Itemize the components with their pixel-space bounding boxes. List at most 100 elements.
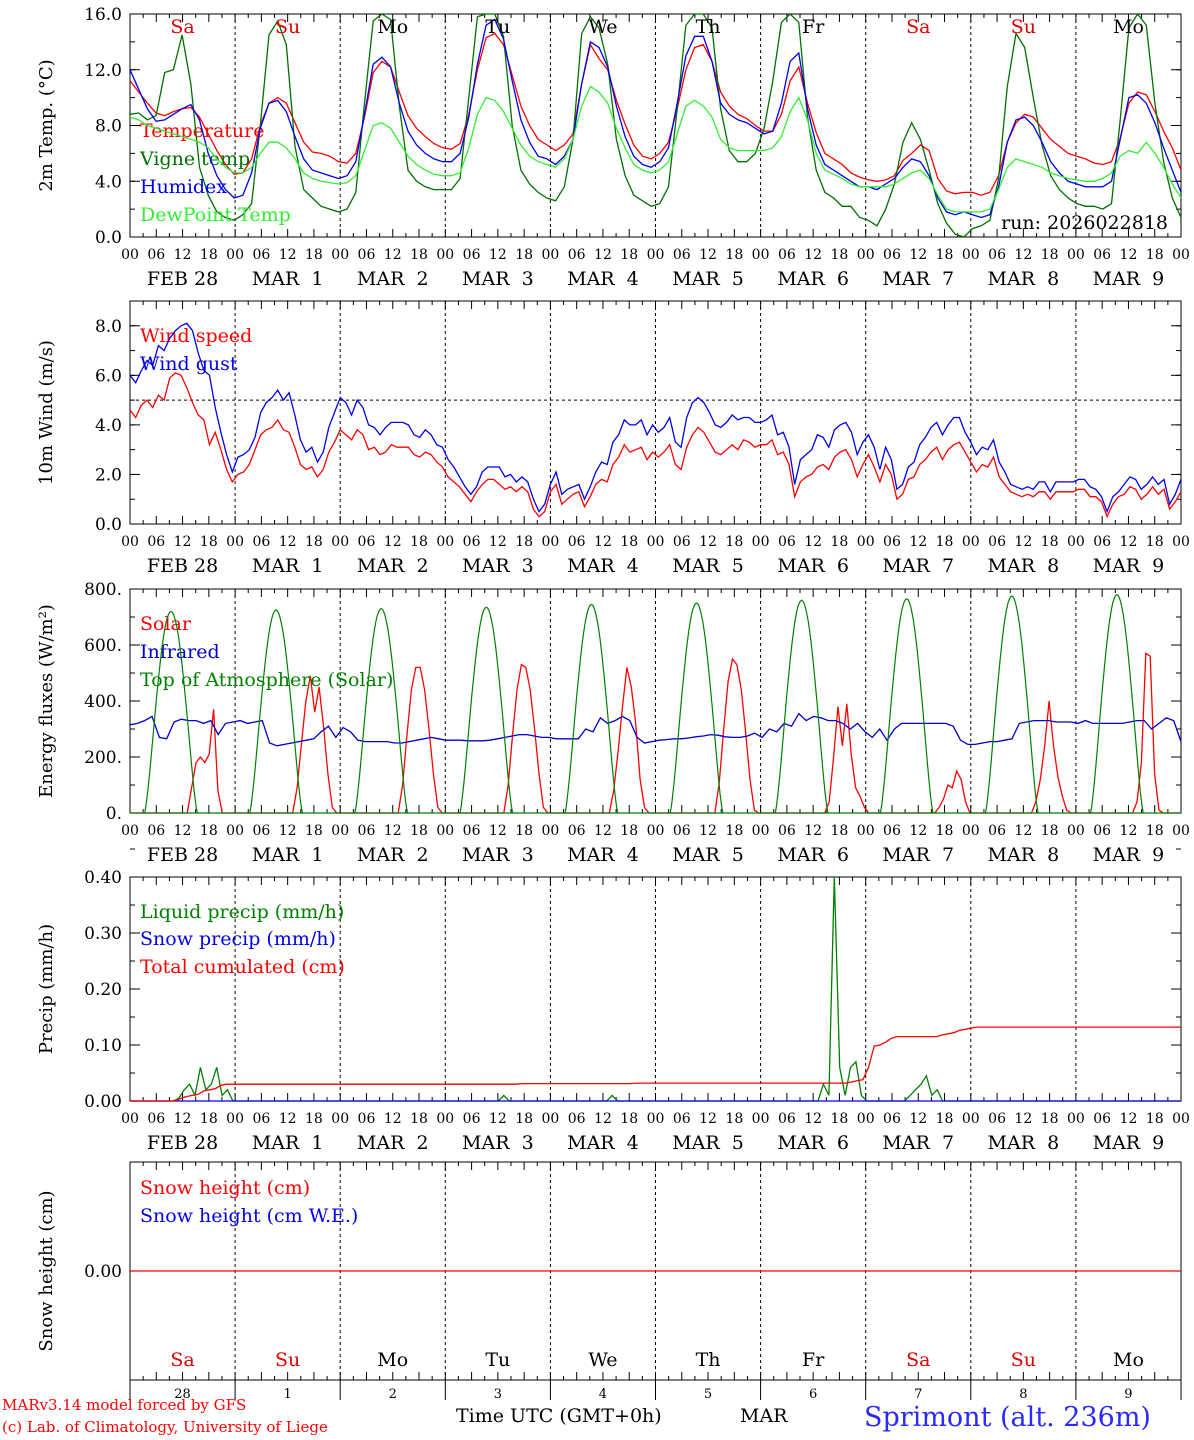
series-line-humidex — [129, 18, 1182, 219]
x-hour-label: 18 — [831, 534, 849, 550]
x-hour-label: 00 — [541, 247, 559, 263]
day-of-week-label: Mo — [377, 16, 408, 38]
x-hour-label: 00 — [1172, 534, 1190, 550]
x-hour-label: 12 — [1120, 1111, 1138, 1127]
day-of-week-label: Su — [1011, 16, 1036, 38]
x-date-label: MAR 4 — [567, 1132, 639, 1154]
x-hour-label: 06 — [988, 1111, 1006, 1127]
x-hour-label: 00 — [541, 823, 559, 839]
x-hour-label: 12 — [384, 823, 402, 839]
x-hour-label: 06 — [883, 1111, 901, 1127]
series-line-wind-speed — [129, 372, 1182, 519]
x-hour-label: 12 — [1120, 247, 1138, 263]
y-tick-label: 200. — [84, 748, 122, 768]
x-hour-label: 12 — [1014, 1111, 1032, 1127]
day-of-week-label: We — [588, 16, 617, 38]
x-hour-label: 12 — [594, 247, 612, 263]
toa-solar-curve — [1090, 593, 1144, 814]
x-hour-label: 18 — [620, 534, 638, 550]
x-date-label: MAR 7 — [882, 844, 954, 866]
legend-entry: Vigne temp — [139, 148, 250, 170]
x-hour-label: 00 — [1067, 247, 1085, 263]
x-hour-label: 18 — [410, 823, 428, 839]
x-hour-label: 18 — [515, 247, 533, 263]
x-hour-label: 06 — [778, 1111, 796, 1127]
toa-solar-curve — [774, 599, 829, 814]
day-of-week-label: Mo — [377, 1349, 408, 1371]
x-hour-label: 06 — [252, 1111, 270, 1127]
day-of-week-label: We — [588, 1349, 617, 1371]
x-hour-label: 00 — [857, 247, 875, 263]
day-number: 9 — [1124, 1387, 1132, 1402]
x-date-label: MAR 4 — [567, 268, 639, 290]
x-hour-label: 06 — [147, 534, 165, 550]
x-hour-label: 06 — [1093, 1111, 1111, 1127]
day-of-week-label: Tu — [485, 1349, 510, 1371]
y-tick-label: 0.0 — [95, 515, 122, 535]
x-date-label: MAR 6 — [777, 268, 849, 290]
x-hour-label: 00 — [226, 1111, 244, 1127]
x-hour-label: 06 — [358, 823, 376, 839]
x-date-label: FEB 28 — [147, 844, 218, 866]
y-tick-label: 8.0 — [95, 317, 122, 337]
day-of-week-label: Th — [696, 16, 721, 38]
x-hour-label: 00 — [647, 1111, 665, 1127]
x-hour-label: 18 — [831, 247, 849, 263]
x-hour-label: 00 — [331, 1111, 349, 1127]
day-number: 1 — [284, 1387, 292, 1402]
x-date-label: MAR 3 — [462, 1132, 534, 1154]
x-hour-label: 12 — [804, 247, 822, 263]
y-tick-label: 4.0 — [95, 172, 122, 192]
time-axis-label: Time UTC (GMT+0h) — [456, 1405, 662, 1427]
x-hour-label: 00 — [436, 534, 454, 550]
day-number: 8 — [1019, 1387, 1027, 1402]
x-date-label: MAR 9 — [1093, 1132, 1165, 1154]
x-hour-label: 12 — [384, 1111, 402, 1127]
day-of-week-label: Fr — [802, 16, 825, 38]
legend-entry: Wind gust — [140, 353, 238, 375]
x-hour-label: 12 — [699, 534, 717, 550]
x-hour-label: 00 — [857, 1111, 875, 1127]
y-tick-label: 0. — [106, 804, 122, 824]
y-tick-label: 0.00 — [84, 1262, 122, 1282]
x-hour-label: 12 — [279, 1111, 297, 1127]
x-date-label: MAR 5 — [672, 844, 744, 866]
x-hour-label: 12 — [489, 247, 507, 263]
day-number: 2 — [389, 1387, 397, 1402]
copyright-credit: (c) Lab. of Climatology, University of L… — [2, 1418, 328, 1436]
x-hour-label: 12 — [594, 534, 612, 550]
x-hour-label: 00 — [1172, 1111, 1190, 1127]
day-of-week-label: Sa — [906, 1349, 930, 1371]
y-tick-label: 0.30 — [84, 924, 122, 944]
x-hour-label: 12 — [909, 823, 927, 839]
series-line-wind-gust — [129, 322, 1182, 514]
x-hour-label: 06 — [1093, 534, 1111, 550]
x-hour-label: 18 — [1041, 823, 1059, 839]
day-of-week-label: Su — [275, 16, 300, 38]
x-hour-label: 18 — [515, 1111, 533, 1127]
x-hour-label: 18 — [725, 1111, 743, 1127]
x-date-label: MAR 2 — [357, 1132, 429, 1154]
x-hour-label: 06 — [252, 823, 270, 839]
x-hour-label: 18 — [200, 1111, 218, 1127]
y-tick-label: 0.40 — [84, 868, 122, 888]
x-hour-label: 06 — [463, 534, 481, 550]
x-date-label: MAR 5 — [672, 268, 744, 290]
x-date-label: MAR 8 — [988, 555, 1060, 577]
x-hour-label: 06 — [1093, 247, 1111, 263]
legend-entry: Infrared — [140, 641, 220, 663]
x-hour-label: 00 — [1067, 534, 1085, 550]
x-hour-label: 12 — [279, 823, 297, 839]
x-hour-label: 00 — [647, 823, 665, 839]
x-hour-label: 06 — [778, 823, 796, 839]
day-of-week-label: Sa — [906, 16, 930, 38]
x-hour-label: 06 — [358, 247, 376, 263]
model-credit: MARv3.14 model forced by GFS — [2, 1396, 247, 1414]
x-date-label: MAR 2 — [357, 844, 429, 866]
x-hour-label: 00 — [436, 1111, 454, 1127]
y-tick-label: 6.0 — [95, 366, 122, 386]
x-hour-label: 18 — [200, 534, 218, 550]
x-date-label: MAR 1 — [252, 844, 324, 866]
x-hour-label: 12 — [384, 534, 402, 550]
x-date-label: MAR 2 — [357, 555, 429, 577]
